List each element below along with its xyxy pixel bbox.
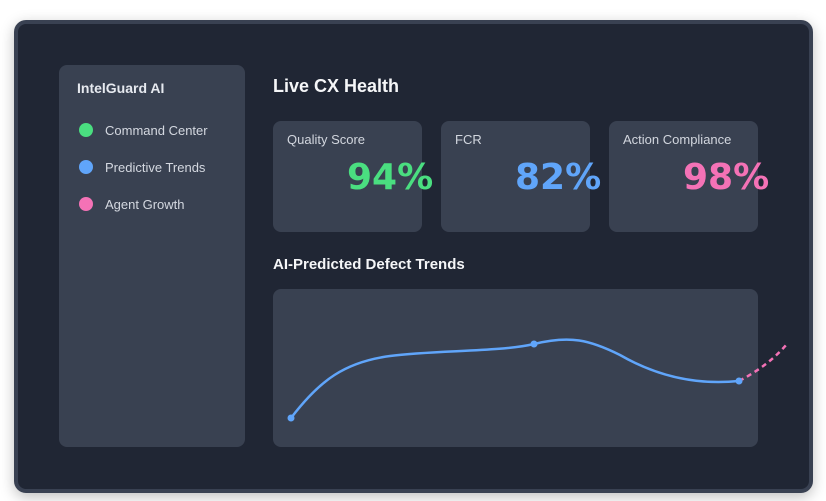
brand-title: IntelGuard AI <box>77 80 165 96</box>
card-label: FCR <box>455 132 482 147</box>
sidebar-item-agent-growth[interactable]: Agent Growth <box>79 194 185 214</box>
card-value: 98% <box>683 157 770 198</box>
page-title: Live CX Health <box>273 76 400 96</box>
sidebar-item-label: Command Center <box>105 122 208 138</box>
metric-card-action-compliance: Action Compliance 98% <box>609 121 769 232</box>
sidebar-item-label: Agent Growth <box>105 196 185 212</box>
green-dot-icon <box>79 123 93 137</box>
chart-panel <box>273 289 758 447</box>
card-value: 82% <box>515 157 602 198</box>
card-value: 94% <box>347 157 434 198</box>
chart-title: AI-Predicted Defect Trends <box>273 256 465 273</box>
pink-dot-icon <box>79 197 93 211</box>
sidebar-item-predictive-trends[interactable]: Predictive Trends <box>79 157 205 177</box>
sidebar-item-label: Predictive Trends <box>105 159 206 175</box>
sidebar-item-command-center[interactable]: Command Center <box>79 120 208 140</box>
card-label: Action Compliance <box>623 132 732 147</box>
card-label: Quality Score <box>287 132 366 147</box>
blue-dot-icon <box>79 160 93 174</box>
metric-card-quality-score: Quality Score 94% <box>273 121 433 232</box>
metric-card-fcr: FCR 82% <box>441 121 601 232</box>
